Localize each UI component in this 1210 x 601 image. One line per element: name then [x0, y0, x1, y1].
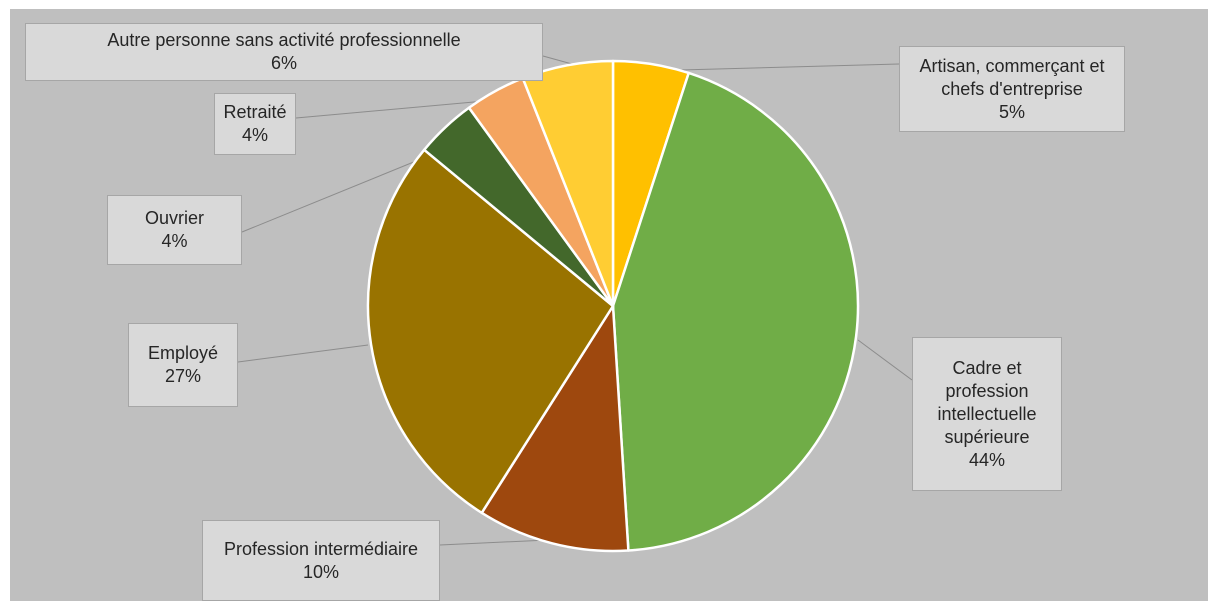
data-label-percent: 27% — [164, 366, 202, 386]
data-label-employe: Employé 27% — [128, 323, 238, 407]
leader-line — [542, 55, 573, 65]
pie-slice — [366, 148, 615, 515]
pie-slice — [611, 71, 860, 552]
data-label-name: Cadre et profession intellectuelle supér… — [937, 357, 1037, 447]
data-label-cadre: Cadre et profession intellectuelle supér… — [912, 337, 1062, 491]
data-label-percent: 44% — [968, 449, 1006, 470]
data-label-name: Ouvrier — [144, 208, 204, 228]
data-label-name: Autre personne sans activité professionn… — [107, 30, 461, 50]
pie-slice — [480, 304, 630, 553]
data-label-name: Artisan, commerçant et chefs d'entrepris… — [919, 55, 1105, 99]
data-label-percent: 4% — [241, 125, 268, 145]
data-label-name: Retraité — [223, 102, 287, 122]
data-label-retraite: Retraité 4% — [214, 93, 296, 155]
data-label-percent: 5% — [998, 101, 1025, 122]
data-label-percent: 10% — [302, 561, 340, 582]
data-label-autre-personne: Autre personne sans activité professionn… — [25, 23, 543, 81]
leader-line — [679, 63, 900, 71]
leader-line — [439, 539, 549, 546]
data-label-name: Profession intermédiaire — [223, 538, 419, 559]
data-label-percent: 4% — [161, 231, 188, 251]
leader-line — [295, 99, 497, 119]
data-label-percent: 6% — [270, 53, 297, 73]
data-label-name: Employé — [147, 343, 219, 363]
data-label-profession-intermediaire: Profession intermédiaire 10% — [202, 520, 440, 601]
data-label-ouvrier: Ouvrier 4% — [107, 195, 242, 265]
data-label-artisan: Artisan, commerçant et chefs d'entrepris… — [899, 46, 1125, 132]
leader-line — [857, 339, 913, 381]
leader-line — [237, 344, 369, 363]
